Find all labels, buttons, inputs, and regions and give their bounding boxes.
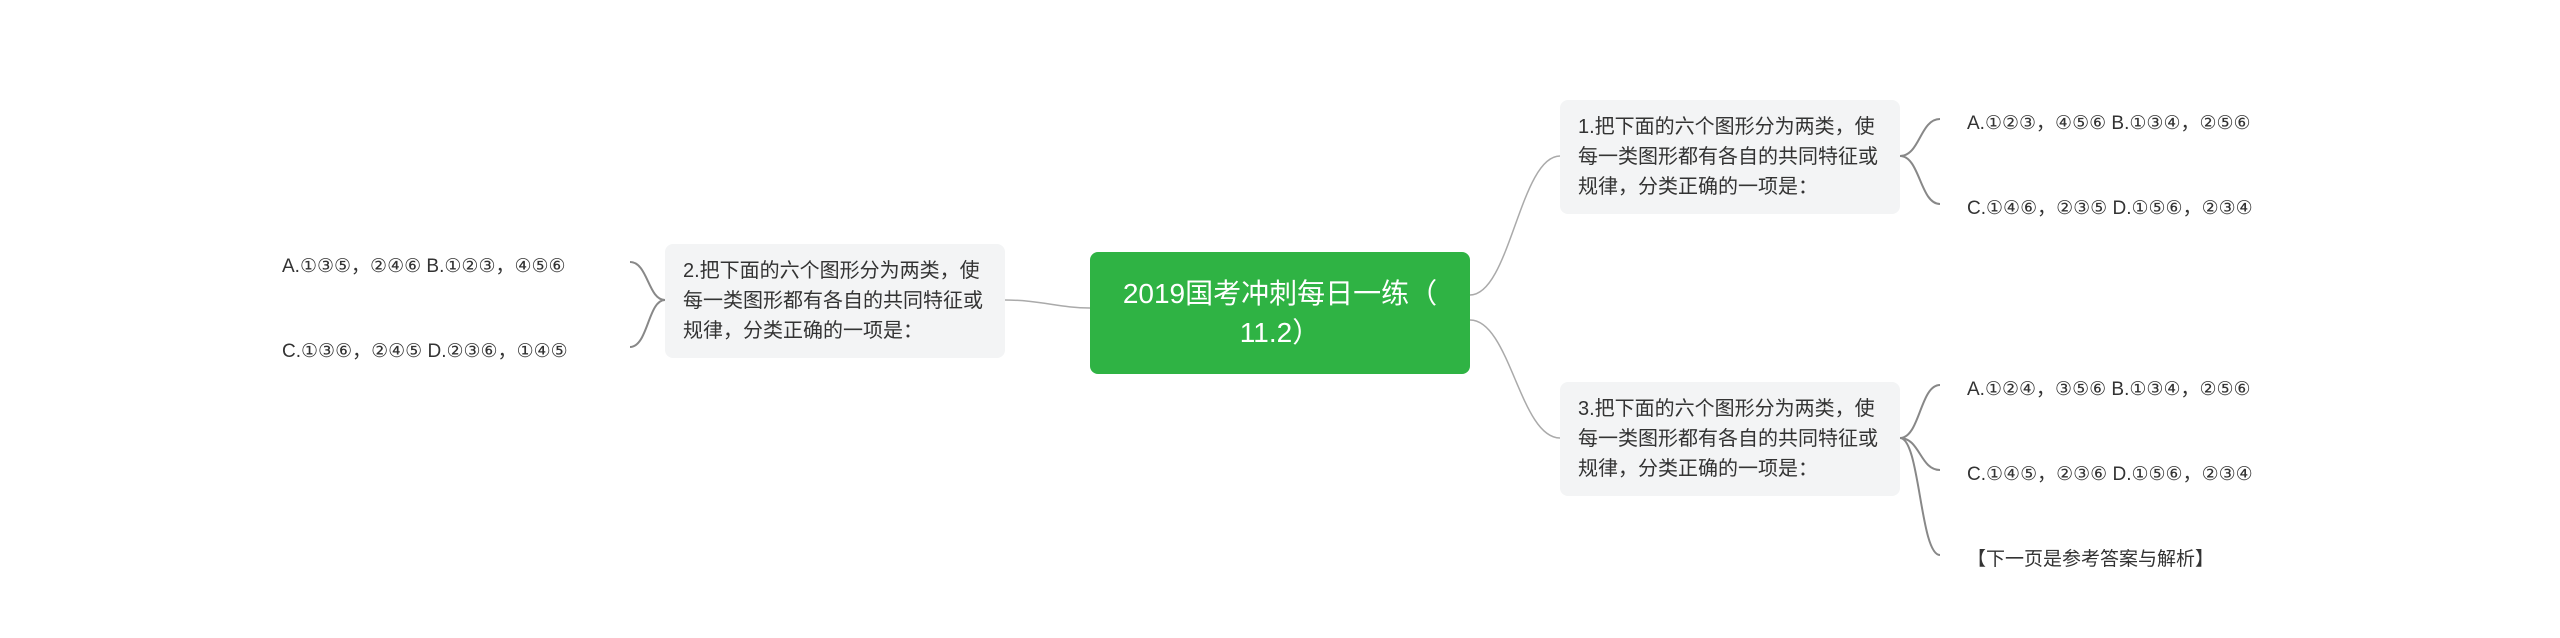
leaf-q1-b: C.①④⑥，②③⑤ D.①⑤⑥，②③④	[1955, 187, 2265, 232]
branch-q3-text: 3.把下面的六个图形分为两类，使每一类图形都有各自的共同特征或规律，分类正确的一…	[1578, 398, 1878, 480]
branch-q2: 2.把下面的六个图形分为两类，使每一类图形都有各自的共同特征或规律，分类正确的一…	[665, 244, 1005, 358]
leaf-q1-a-text: A.①②③，④⑤⑥ B.①③④，②⑤⑥	[1967, 113, 2251, 134]
leaf-q1-b-text: C.①④⑥，②③⑤ D.①⑤⑥，②③④	[1967, 198, 2253, 219]
leaf-q3-a-text: A.①②④，③⑤⑥ B.①③④，②⑤⑥	[1967, 379, 2251, 400]
root-title-line1: 2019国考冲刺每日一练（	[1123, 278, 1437, 309]
branch-q3: 3.把下面的六个图形分为两类，使每一类图形都有各自的共同特征或规律，分类正确的一…	[1560, 382, 1900, 496]
leaf-q3-c: 【下一页是参考答案与解析】	[1955, 538, 2226, 583]
leaf-q1-a: A.①②③，④⑤⑥ B.①③④，②⑤⑥	[1955, 102, 2263, 147]
leaf-q2-b: C.①③⑥，②④⑤ D.②③⑥，①④⑤	[270, 330, 580, 375]
leaf-q3-c-text: 【下一页是参考答案与解析】	[1967, 549, 2214, 570]
mindmap-container: 2019国考冲刺每日一练（ 11.2） 2.把下面的六个图形分为两类，使每一类图…	[0, 0, 2560, 638]
root-node: 2019国考冲刺每日一练（ 11.2）	[1090, 252, 1470, 374]
leaf-q3-a: A.①②④，③⑤⑥ B.①③④，②⑤⑥	[1955, 368, 2263, 413]
leaf-q3-b: C.①④⑤，②③⑥ D.①⑤⑥，②③④	[1955, 453, 2265, 498]
leaf-q2-b-text: C.①③⑥，②④⑤ D.②③⑥，①④⑤	[282, 341, 568, 362]
branch-q1-text: 1.把下面的六个图形分为两类，使每一类图形都有各自的共同特征或规律，分类正确的一…	[1578, 116, 1878, 198]
branch-q2-text: 2.把下面的六个图形分为两类，使每一类图形都有各自的共同特征或规律，分类正确的一…	[683, 260, 983, 342]
leaf-q3-b-text: C.①④⑤，②③⑥ D.①⑤⑥，②③④	[1967, 464, 2253, 485]
branch-q1: 1.把下面的六个图形分为两类，使每一类图形都有各自的共同特征或规律，分类正确的一…	[1560, 100, 1900, 214]
leaf-q2-a: A.①③⑤，②④⑥ B.①②③，④⑤⑥	[270, 245, 578, 290]
leaf-q2-a-text: A.①③⑤，②④⑥ B.①②③，④⑤⑥	[282, 256, 566, 277]
root-title-line2: 11.2）	[1240, 317, 1320, 348]
